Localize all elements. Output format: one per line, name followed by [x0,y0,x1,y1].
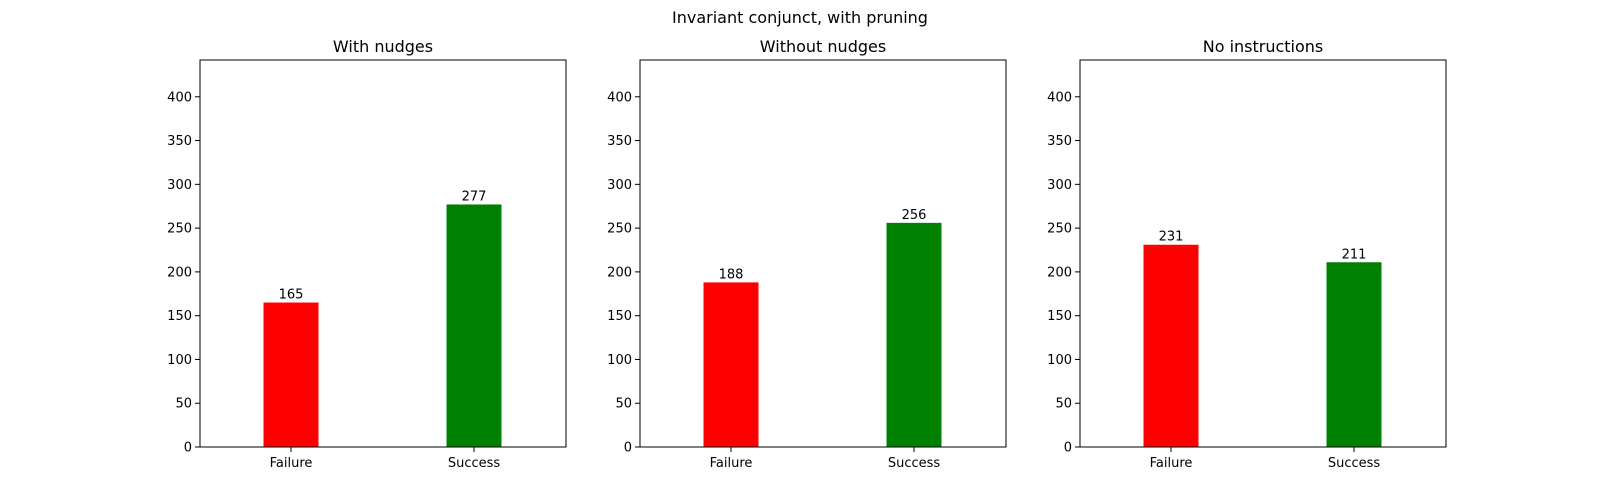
data-label-failure: 188 [719,267,744,282]
chart-panel-3: No instructions 231 Failure 211 Success 0 50 10… [1047,37,1447,471]
y-tick-label: 200 [167,265,192,280]
figure-title: Invariant conjunct, with pruning [672,8,928,27]
y-tick-label: 50 [1055,397,1072,412]
chart-panel-2: Without nudges 188 Failure 256 Success 0 50 100… [607,37,1007,471]
x-tick-label: Failure [1150,456,1193,471]
y-tick-label: 250 [607,222,632,237]
bar-failure [1143,244,1199,447]
bar-failure [703,282,759,447]
y-tick-label: 50 [175,397,192,412]
y-tick-label: 400 [1047,90,1072,105]
y-tick-label: 200 [1047,265,1072,280]
x-tick-label: Success [888,456,941,471]
y-tick-label: 100 [167,353,192,368]
panel-title: With nudges [333,37,433,56]
bar-success [446,204,502,447]
chart-panels: With nudges 165 Failure 277 Success 0 50 100 150… [167,37,1447,471]
y-tick-label: 250 [167,222,192,237]
panel-title: Without nudges [760,37,886,56]
y-tick-label: 0 [1064,441,1072,456]
y-tick-label: 100 [607,353,632,368]
y-tick-label: 300 [167,178,192,193]
y-tick-label: 350 [1047,134,1072,149]
axes-frame [1079,59,1447,448]
bar-failure [263,302,319,447]
x-tick-label: Failure [710,456,753,471]
data-label-failure: 231 [1159,230,1184,245]
y-tick-label: 50 [615,397,632,412]
x-tick-label: Failure [270,456,313,471]
y-tick-label: 400 [167,90,192,105]
y-tick-label: 300 [1047,178,1072,193]
chart-panel-1: With nudges 165 Failure 277 Success 0 50 100 150… [167,37,567,471]
y-tick-label: 0 [184,441,192,456]
panel-title: No instructions [1203,37,1324,56]
data-label-failure: 165 [279,288,304,303]
data-label-success: 256 [902,208,927,223]
bar-success [886,222,942,447]
x-tick-label: Success [448,456,501,471]
y-tick-label: 350 [607,134,632,149]
y-tick-label: 150 [167,309,192,324]
y-tick-label: 300 [607,178,632,193]
y-tick-label: 100 [1047,353,1072,368]
y-tick-label: 200 [607,265,632,280]
y-tick-label: 150 [607,309,632,324]
x-tick-label: Success [1328,456,1381,471]
data-label-success: 211 [1342,247,1367,262]
data-label-success: 277 [462,189,487,204]
axes-frame [199,59,567,448]
y-tick-label: 150 [1047,309,1072,324]
bar-success [1326,262,1382,447]
y-tick-label: 350 [167,134,192,149]
y-tick-label: 250 [1047,222,1072,237]
y-tick-label: 400 [607,90,632,105]
axes-frame [639,59,1007,448]
y-tick-label: 0 [624,441,632,456]
